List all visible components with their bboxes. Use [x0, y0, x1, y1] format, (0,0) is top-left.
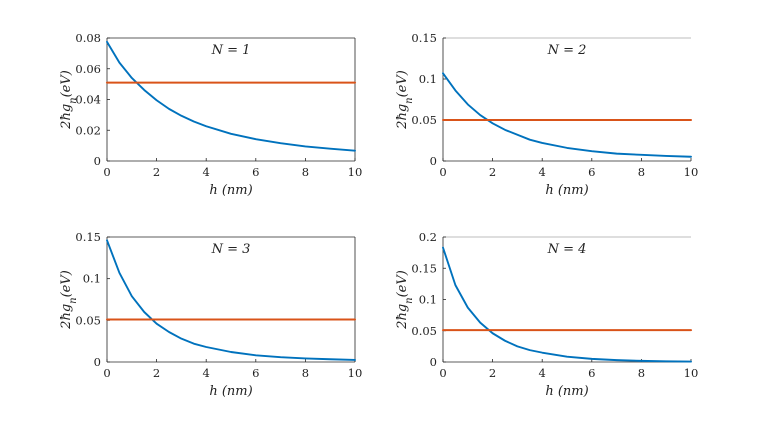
x-tick-label: 8 [302, 366, 309, 380]
x-tick-label: 4 [539, 165, 546, 179]
coupling-curve [442, 246, 692, 363]
y-tick-label: 0.1 [419, 293, 437, 307]
y-tick-label: 0.06 [75, 62, 101, 76]
x-tick-label: 10 [684, 366, 699, 380]
x-tick-label: 8 [638, 366, 645, 380]
x-tick-label: 10 [348, 366, 363, 380]
x-tick-label: 4 [539, 366, 546, 380]
x-tick-label: 6 [588, 165, 595, 179]
x-tick-label: 8 [302, 165, 309, 179]
chart-panel-1: 0 2 4 6 8 10 0 0.02 0.04 0.06 0.08 N = 1 h (nm) 2ħgn(… [59, 31, 362, 198]
coupling-curve [442, 72, 692, 158]
x-tick-label: 4 [203, 165, 210, 179]
chart-panel-4: 0 2 4 6 8 10 0 0.05 0.1 0.15 0.2 N = 4 h (nm) 2ħgn(eV… [395, 230, 698, 399]
y-tick-label: 0.1 [419, 72, 437, 86]
panel-title: N = 4 [547, 242, 587, 257]
x-tick-label: 2 [153, 366, 160, 380]
y-tick-label: 0 [94, 355, 101, 369]
panel-title: N = 3 [211, 242, 251, 257]
x-axis-label: h (nm) [209, 183, 252, 198]
y-tick-label: 0.15 [411, 261, 437, 275]
y-tick-label: 0.04 [75, 93, 101, 107]
y-tick-label: 0.08 [75, 31, 101, 45]
y-axis-label: 2ħgn(eV) [59, 270, 79, 330]
y-axis-label: 2ħgn(eV) [59, 70, 79, 130]
y-tick-label: 0.05 [411, 113, 437, 127]
y-axis-label: 2ħgn(eV) [395, 270, 415, 330]
y-tick-label: 0.1 [83, 272, 101, 286]
x-tick-label: 10 [348, 165, 363, 179]
x-axis-label: h (nm) [545, 384, 588, 399]
y-tick-label: 0.02 [75, 123, 101, 137]
y-tick-label: 0.2 [419, 230, 437, 244]
chart-panel-2: 0 2 4 6 8 10 0 0.05 0.1 0.15 N = 2 h (nm) 2ħgn(eV) [395, 31, 698, 198]
y-tick-label: 0.05 [411, 324, 437, 338]
x-tick-label: 10 [684, 165, 699, 179]
y-tick-label: 0 [94, 154, 101, 168]
coupling-curve [106, 40, 356, 152]
y-tick-label: 0.15 [411, 31, 437, 45]
x-tick-label: 6 [252, 366, 259, 380]
y-tick-label: 0.15 [75, 230, 101, 244]
x-axis-label: h (nm) [209, 384, 252, 399]
x-tick-label: 0 [439, 165, 446, 179]
x-tick-label: 0 [103, 165, 110, 179]
y-tick-label: 0.05 [75, 313, 101, 327]
y-axis-label: 2ħgn(eV) [395, 70, 415, 130]
panel-title: N = 1 [211, 43, 251, 58]
x-tick-label: 6 [252, 165, 259, 179]
x-tick-label: 2 [153, 165, 160, 179]
x-tick-label: 0 [103, 366, 110, 380]
chart-panel-3: 0 2 4 6 8 10 0 0.05 0.1 0.15 N = 3 h (nm) 2ħgn(eV) [59, 230, 362, 399]
x-tick-label: 6 [588, 366, 595, 380]
x-axis-label: h (nm) [545, 183, 588, 198]
x-tick-label: 2 [489, 165, 496, 179]
panel-title: N = 2 [547, 43, 587, 58]
x-tick-label: 2 [489, 366, 496, 380]
y-tick-label: 0 [430, 154, 437, 168]
y-tick-label: 0 [430, 355, 437, 369]
coupling-curve [106, 239, 356, 361]
x-tick-label: 8 [638, 165, 645, 179]
x-tick-label: 4 [203, 366, 210, 380]
x-tick-label: 0 [439, 366, 446, 380]
